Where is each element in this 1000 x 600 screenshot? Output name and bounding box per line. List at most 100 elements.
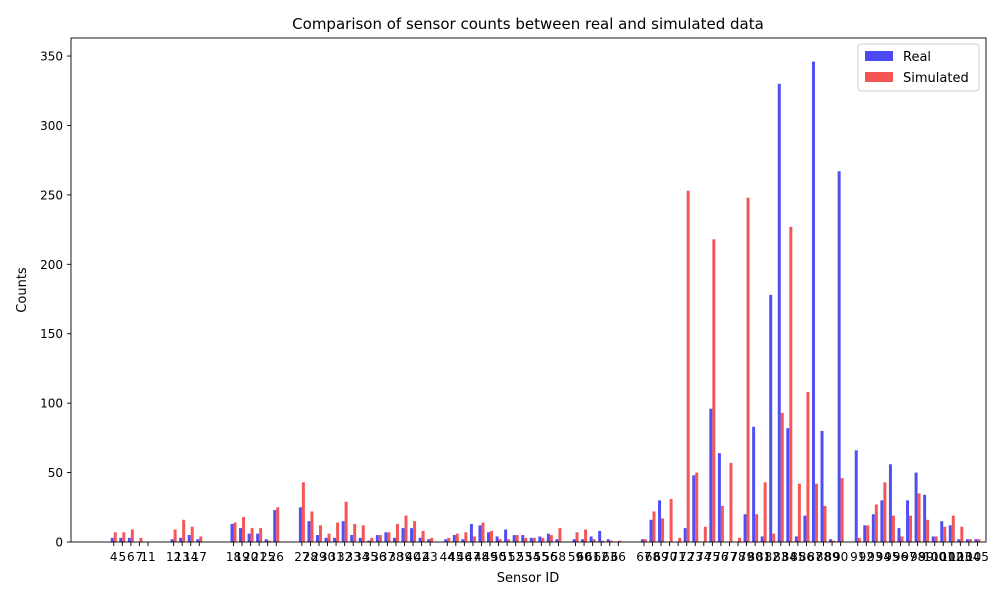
x-tick-label: 55 [534, 550, 549, 564]
x-tick-label: 102 [940, 550, 963, 564]
bar-simulated [738, 537, 741, 542]
x-tick-label: 17 [192, 550, 207, 564]
bar-real [239, 528, 243, 542]
x-tick-label: 63 [602, 550, 617, 564]
bar-simulated [182, 519, 186, 542]
bar-real [829, 539, 833, 542]
bar-real [760, 536, 764, 542]
bar-simulated [797, 483, 801, 542]
chart-title: Comparison of sensor counts between real… [292, 15, 764, 33]
bar-simulated [763, 482, 767, 542]
bar-simulated [404, 515, 408, 542]
bar-simulated [344, 501, 348, 542]
bar-real [794, 536, 798, 542]
x-tick-label: 49 [482, 550, 497, 564]
x-tick-label: 50 [491, 550, 506, 564]
bar-simulated [139, 537, 143, 542]
x-tick-label: 45 [448, 550, 463, 564]
x-tick-label: 26 [269, 550, 284, 564]
bar-real [350, 535, 354, 542]
x-tick-label: 79 [739, 550, 754, 564]
x-tick-label: 29 [311, 550, 326, 564]
x-tick-label: 94 [876, 550, 891, 564]
bar-real [743, 514, 747, 542]
x-tick-label: 4 [110, 550, 118, 564]
bar-real [307, 521, 311, 542]
x-tick-label: 100 [923, 550, 946, 564]
x-tick-label: 89 [824, 550, 839, 564]
bar-real [538, 536, 542, 542]
bar-simulated [310, 511, 314, 542]
x-tick-label: 42 [414, 550, 429, 564]
x-tick-label: 98 [910, 550, 925, 564]
bar-real [452, 535, 456, 542]
x-tick-label: 83 [773, 550, 788, 564]
bar-real [948, 525, 952, 542]
bar-real [717, 453, 721, 542]
x-tick-label: 68 [645, 550, 660, 564]
x-tick-label: 51 [499, 550, 514, 564]
bar-simulated [199, 536, 203, 542]
bar-simulated [729, 462, 733, 542]
x-tick-label: 103 [949, 550, 972, 564]
bar-real [504, 529, 508, 542]
y-axis-label: Counts [15, 267, 30, 313]
x-tick-label: 80 [747, 550, 762, 564]
x-tick-label: 14 [183, 550, 198, 564]
bar-real [444, 539, 448, 542]
simulated-series-bars [113, 190, 981, 543]
x-tick-label: 77 [722, 550, 737, 564]
bar-simulated [541, 537, 545, 542]
x-tick-label: 84 [782, 550, 797, 564]
real-series-bars [110, 61, 978, 543]
bar-real [264, 539, 268, 542]
x-tick-label: 12 [166, 550, 181, 564]
bar-real [803, 515, 807, 542]
bar-simulated [703, 526, 707, 542]
x-tick-label: 60 [576, 550, 591, 564]
x-tick-label: 44 [440, 550, 455, 564]
bar-simulated [712, 239, 716, 542]
x-tick-label: 18 [226, 550, 241, 564]
bar-simulated [267, 540, 271, 542]
bar-simulated [336, 522, 340, 542]
bar-real [179, 537, 183, 542]
bar-simulated [592, 539, 596, 542]
x-tick-label: 59 [568, 550, 583, 564]
x-tick-label: 48 [474, 550, 489, 564]
bar-real [931, 536, 935, 542]
bar-simulated [823, 505, 827, 542]
bar-simulated [883, 482, 887, 542]
x-tick-label: 75 [705, 550, 720, 564]
bar-real [837, 171, 841, 543]
bar-simulated [900, 536, 904, 542]
y-tick-label: 100 [40, 397, 63, 411]
y-tick-label: 200 [40, 258, 63, 272]
bar-simulated [695, 472, 699, 542]
bar-simulated [361, 525, 365, 542]
bar-real [683, 528, 687, 542]
bar-real [487, 532, 491, 542]
bar-simulated [746, 197, 750, 543]
bar-real [581, 539, 585, 542]
bar-real [119, 537, 123, 542]
bar-real [649, 519, 653, 542]
x-tick-label: 58 [551, 550, 566, 564]
bar-real [298, 507, 302, 542]
bar-real [555, 539, 559, 542]
y-tick-label: 0 [55, 536, 63, 550]
bar-simulated [909, 515, 913, 542]
bar-real [495, 536, 499, 542]
y-tick-label: 50 [48, 466, 63, 480]
bar-real [196, 539, 200, 542]
bar-simulated [532, 537, 536, 542]
bar-simulated [395, 523, 399, 542]
bar-simulated [806, 392, 810, 542]
bar-real [897, 528, 901, 542]
x-tick-label: 62 [594, 550, 609, 564]
bar-real [871, 514, 875, 542]
bar-simulated [832, 540, 836, 542]
bar-real [692, 475, 696, 542]
